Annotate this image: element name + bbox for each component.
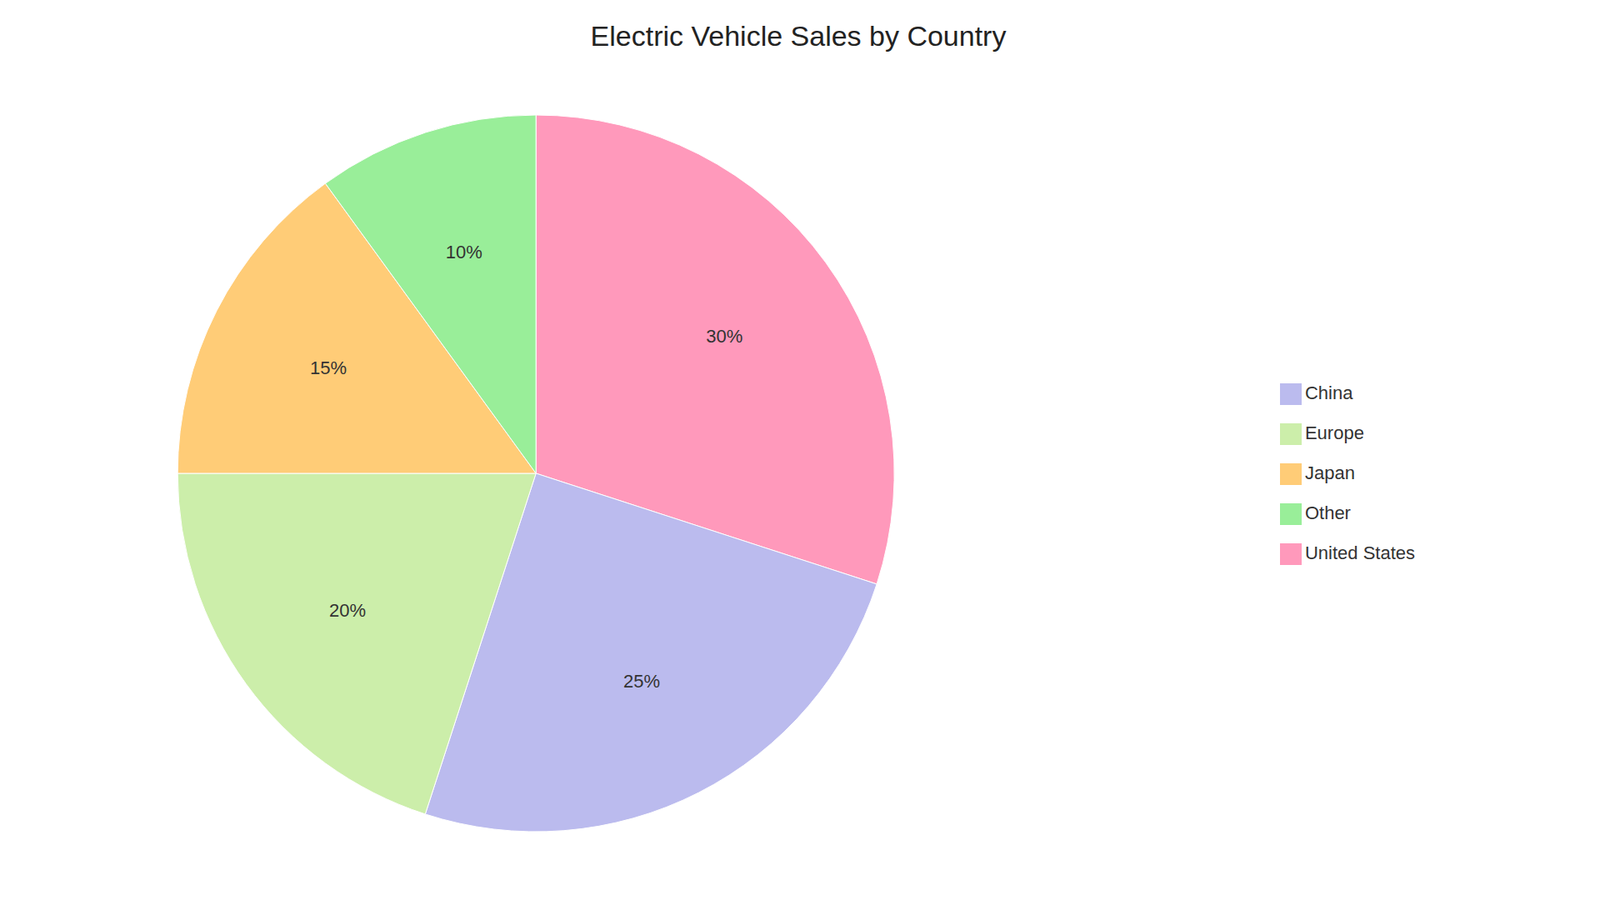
svg-text:25%: 25% (623, 670, 660, 692)
html-text:Other: Other (1304, 502, 1351, 524)
html-text:Japan: Japan (1304, 462, 1355, 484)
svg-text:20%: 20% (329, 600, 366, 621)
html-text:Electric Vehicle Sales by Coun: Electric Vehicle Sales by Country (590, 19, 1007, 52)
svg-text:15%: 15% (310, 357, 347, 379)
html-text:China: China (1304, 382, 1353, 404)
svg-text:10%: 10% (445, 241, 483, 263)
svg-text:30%: 30% (705, 325, 743, 347)
html-text:Europe: Europe (1304, 422, 1365, 444)
html-text:United States: United States (1304, 542, 1415, 564)
